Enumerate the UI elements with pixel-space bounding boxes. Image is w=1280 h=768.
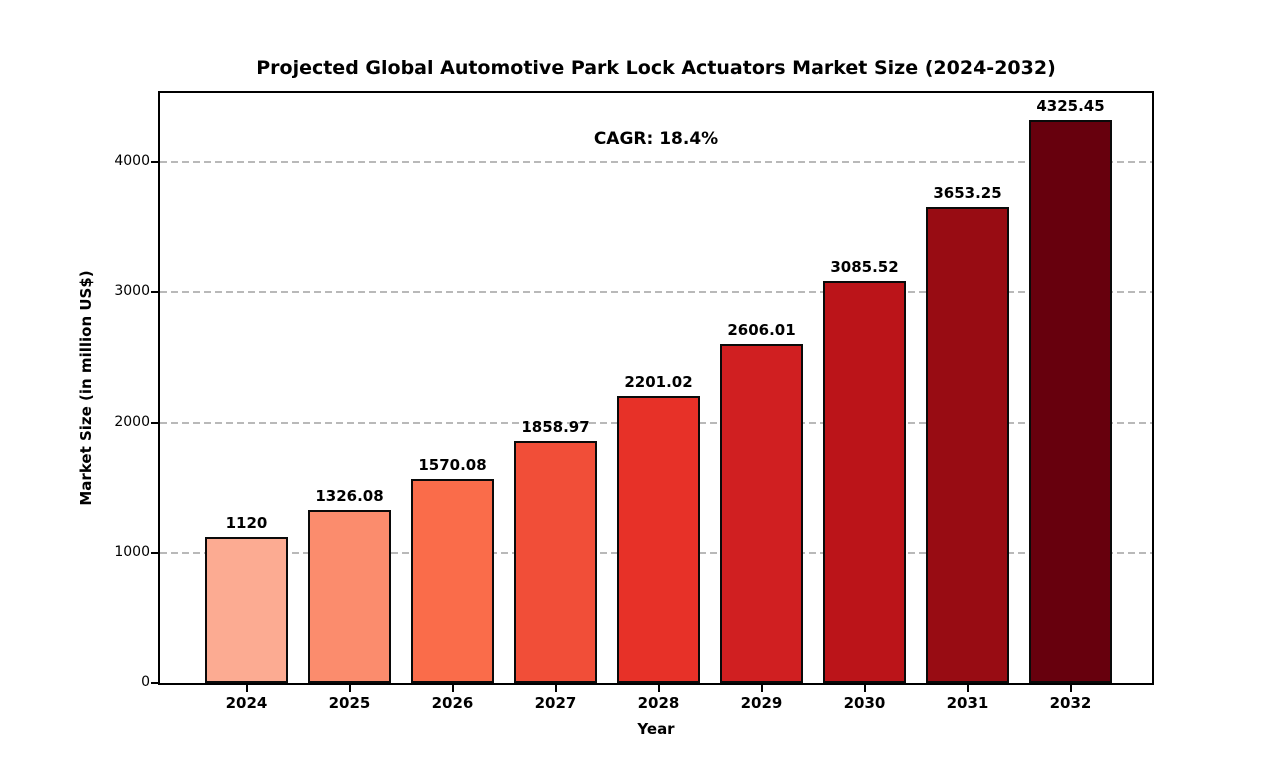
- cagr-annotation: CAGR: 18.4%: [593, 129, 719, 149]
- bar-value-label-2029: 2606.01: [727, 320, 796, 339]
- y-tick-mark-4000: [151, 161, 158, 164]
- y-tick-mark-3000: [151, 291, 158, 294]
- bar-2030: [823, 281, 906, 683]
- bar-value-label-2024: 1120: [225, 514, 268, 533]
- bar-value-label-2032: 4325.45: [1036, 96, 1105, 115]
- bar-2025: [308, 510, 391, 683]
- x-axis-label: Year: [637, 720, 675, 738]
- x-tick-label-2026: 2026: [431, 694, 474, 712]
- bar-value-label-2025: 1326.08: [315, 487, 384, 506]
- gridline-4000: [160, 161, 1152, 164]
- x-tick-label-2029: 2029: [740, 694, 783, 712]
- bar-value-label-2030: 3085.52: [830, 258, 899, 277]
- x-tick-mark-2029: [760, 685, 763, 692]
- bar-value-label-2026: 1570.08: [418, 455, 487, 474]
- x-tick-label-2025: 2025: [328, 694, 371, 712]
- x-tick-label-2031: 2031: [946, 694, 989, 712]
- gridline-3000: [160, 291, 1152, 294]
- bars-layer: 1120 1326.08 1570.08 1858.97 2201.02 2606.01 3…: [160, 93, 1152, 683]
- y-tick-label-2000: 2000: [114, 413, 150, 430]
- y-tick-mark-1000: [151, 551, 158, 554]
- bar-2027: [514, 441, 597, 683]
- y-tick-label-4000: 4000: [114, 153, 150, 170]
- bar-value-label-2028: 2201.02: [624, 373, 693, 392]
- y-tick-mark-2000: [151, 421, 158, 424]
- x-tick-mark-2027: [554, 685, 557, 692]
- bar-2026: [411, 478, 494, 683]
- y-tick-label-0: 0: [141, 674, 150, 690]
- x-tick-mark-2032: [1069, 685, 1072, 692]
- x-tick-label-2027: 2027: [534, 694, 577, 712]
- x-tick-mark-2031: [966, 685, 969, 692]
- x-tick-mark-2028: [657, 685, 660, 692]
- y-tick-mark-0: [151, 682, 158, 684]
- bar-2031: [926, 207, 1009, 683]
- x-tick-label-2032: 2032: [1049, 694, 1092, 712]
- x-tick-label-2028: 2028: [637, 694, 680, 712]
- bar-2028: [617, 396, 700, 683]
- y-tick-label-3000: 3000: [114, 283, 150, 300]
- x-tick-mark-2025: [348, 685, 351, 692]
- chart-title: Projected Global Automotive Park Lock Ac…: [256, 57, 1056, 79]
- bar-2024: [205, 537, 288, 683]
- bar-value-label-2027: 1858.97: [521, 418, 590, 436]
- x-tick-label-2030: 2030: [843, 694, 886, 712]
- bar-2032: [1029, 119, 1112, 683]
- y-tick-label-1000: 1000: [114, 543, 150, 560]
- x-tick-label-2024: 2024: [225, 694, 268, 712]
- y-axis-label: Market Size (in million US$): [77, 270, 95, 506]
- x-tick-mark-2026: [451, 685, 454, 692]
- plot-area: 1120 1326.08 1570.08 1858.97 2201.02 2606.01 3…: [158, 91, 1154, 685]
- x-tick-mark-2024: [245, 685, 248, 692]
- bar-value-label-2031: 3653.25: [933, 184, 1002, 203]
- bar-2029: [720, 343, 803, 683]
- x-tick-mark-2030: [863, 685, 866, 692]
